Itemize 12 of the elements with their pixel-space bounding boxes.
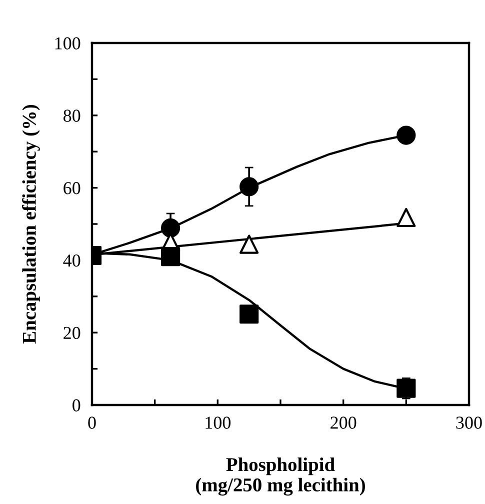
y-tick-label: 20 — [64, 326, 80, 340]
y-tick-label: 60 — [64, 182, 80, 194]
x-tick-label: 200 — [330, 416, 356, 429]
y-tick-label: 40 — [63, 254, 80, 267]
x-tick-label: 0 — [88, 416, 96, 429]
y-tick-label: 80 — [64, 110, 80, 122]
y-tick-label: 100 — [55, 37, 80, 50]
y-tick-label: 0 — [72, 399, 80, 412]
x-tick-label: 100 — [206, 416, 231, 429]
x-axis-title: Phospholipid (mg/250 mg lecithin) — [196, 457, 365, 496]
x-tick-label: 300 — [456, 416, 482, 429]
y-axis-title: Encapsulation efficiency (%) — [22, 104, 40, 344]
